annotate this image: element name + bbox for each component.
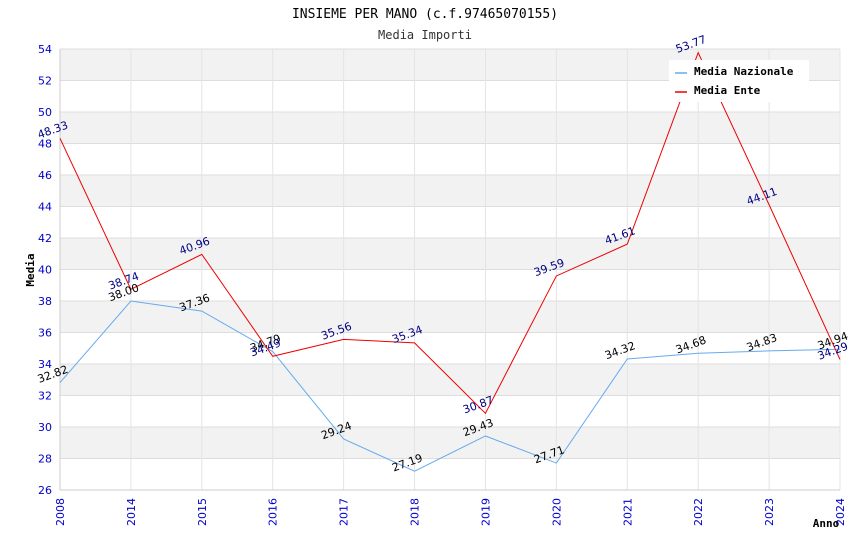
legend: Media Nazionale Media Ente [669, 60, 809, 102]
x-tick-label: 2008 [54, 498, 67, 526]
y-tick-label: 32 [38, 390, 52, 403]
legend-box [669, 60, 809, 102]
x-axis-label: Anno [813, 517, 840, 530]
x-axis-ticks: 2008 2014 2015 2016 2017 2018 2019 2020 2021 2022… [54, 498, 847, 526]
grid-band [60, 112, 840, 144]
grid-band [60, 238, 840, 270]
y-tick-label: 38 [38, 295, 52, 308]
grid-band [60, 458, 840, 490]
grid-band [60, 364, 840, 396]
grid-band [60, 301, 840, 333]
y-axis-label: Media [24, 253, 37, 286]
legend-label-media-ente: Media Ente [694, 84, 761, 97]
series-line-media-nazionale [59, 300, 841, 472]
grid-band [60, 206, 840, 238]
y-tick-label: 42 [38, 232, 52, 245]
x-tick-label: 2016 [267, 498, 280, 526]
legend-label-media-nazionale: Media Nazionale [694, 65, 794, 78]
y-tick-label: 30 [38, 421, 52, 434]
y-tick-label: 50 [38, 106, 52, 119]
x-tick-label: 2020 [550, 498, 563, 526]
x-tick-label: 2019 [479, 498, 492, 526]
y-tick-label: 46 [38, 169, 52, 182]
y-tick-label: 52 [38, 75, 52, 88]
y-tick-label: 48 [38, 138, 52, 151]
y-tick-label: 44 [38, 201, 52, 214]
gridlines [59, 48, 841, 491]
x-tick-label: 2017 [338, 498, 351, 526]
x-tick-label: 2014 [125, 498, 138, 526]
chart-title: INSIEME PER MANO (c.f.97465070155) [292, 7, 558, 22]
x-tick-label: 2021 [621, 498, 634, 526]
grid-band [60, 332, 840, 364]
y-tick-label: 34 [38, 358, 52, 371]
y-tick-label: 28 [38, 453, 52, 466]
grid-band [60, 175, 840, 207]
grid-band [60, 143, 840, 175]
y-tick-label: 36 [38, 327, 52, 340]
y-axis-ticks: 26 28 30 32 34 36 38 40 42 44 46 48 50 52 54 [38, 43, 52, 497]
grid-band [60, 269, 840, 301]
y-tick-label: 40 [38, 264, 52, 277]
x-tick-label: 2018 [409, 498, 422, 526]
x-tick-label: 2023 [763, 498, 776, 526]
y-tick-label: 26 [38, 484, 52, 497]
y-tick-label: 54 [38, 43, 52, 56]
x-tick-label: 2022 [692, 498, 705, 526]
x-tick-label: 2024 [834, 498, 847, 526]
grid-bands [60, 49, 840, 490]
grid-band [60, 395, 840, 427]
chart-subtitle: Media Importi [378, 28, 472, 42]
x-tick-label: 2015 [196, 498, 209, 526]
